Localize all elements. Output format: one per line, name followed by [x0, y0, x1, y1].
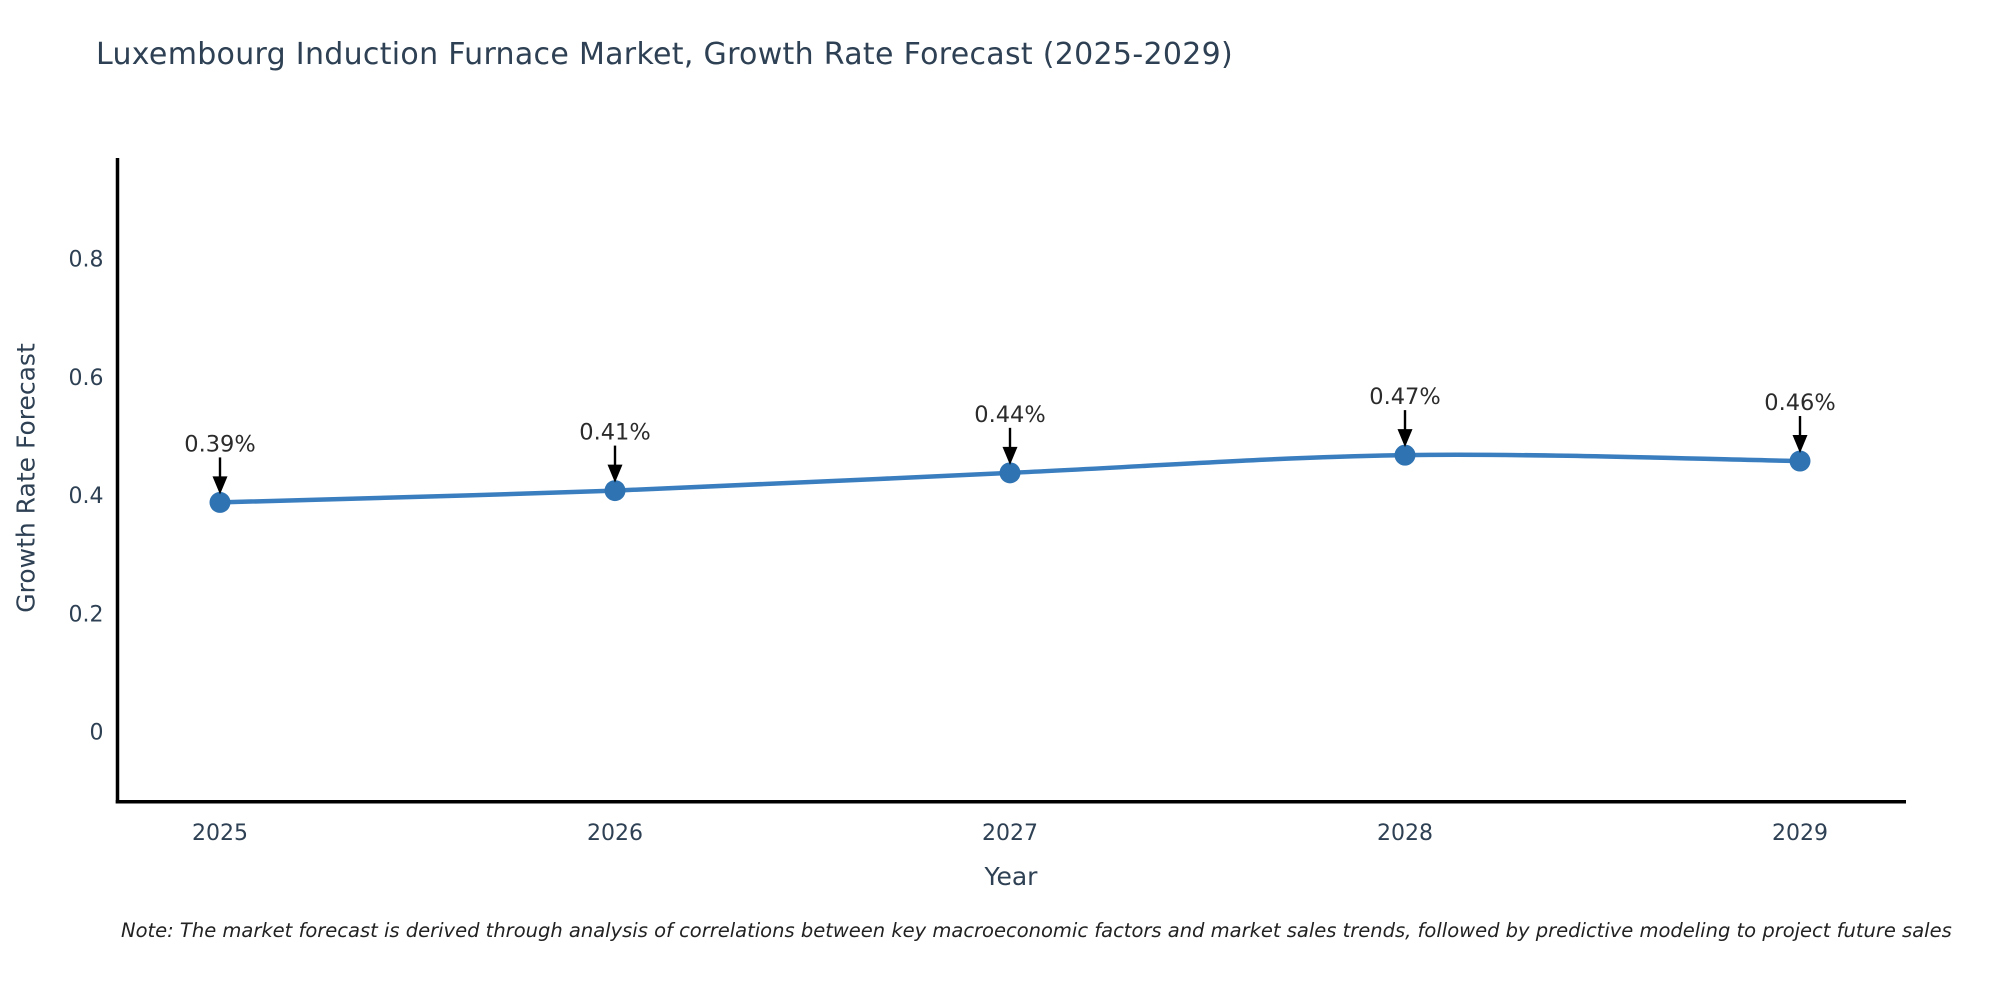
data-point-marker [209, 491, 231, 513]
annotation-label: 0.47% [1369, 384, 1440, 410]
annotation-arrow-head [607, 464, 623, 483]
data-point-marker [604, 480, 626, 502]
y-tick-label: 0.8 [69, 248, 104, 273]
annotation-arrow-head [1002, 446, 1018, 465]
x-axis-title: Year [984, 862, 1038, 891]
data-point-marker [1394, 444, 1416, 466]
y-tick-label: 0 [90, 721, 104, 746]
chart-title: Luxembourg Induction Furnace Market, Gro… [96, 37, 1233, 72]
x-tick-label: 2026 [587, 821, 643, 846]
annotation-label: 0.44% [974, 402, 1045, 428]
x-tick-label: 2028 [1377, 821, 1433, 846]
data-point-marker [1789, 450, 1811, 472]
annotation-label: 0.46% [1764, 390, 1835, 416]
y-tick-label: 0.6 [69, 366, 104, 391]
annotation-arrow-head [212, 476, 228, 495]
x-tick-label: 2025 [192, 821, 248, 846]
footnote: Note: The market forecast is derived thr… [121, 919, 1952, 942]
annotation-arrow-head [1792, 435, 1808, 454]
x-tick-label: 2029 [1772, 821, 1828, 846]
annotation-arrow-head [1397, 429, 1413, 448]
data-point-marker [999, 462, 1021, 484]
x-tick-label: 2027 [982, 821, 1038, 846]
annotation-label: 0.41% [579, 420, 650, 446]
y-tick-label: 0.4 [69, 484, 104, 509]
y-tick-label: 0.2 [69, 602, 104, 627]
annotation-label: 0.39% [184, 431, 255, 457]
